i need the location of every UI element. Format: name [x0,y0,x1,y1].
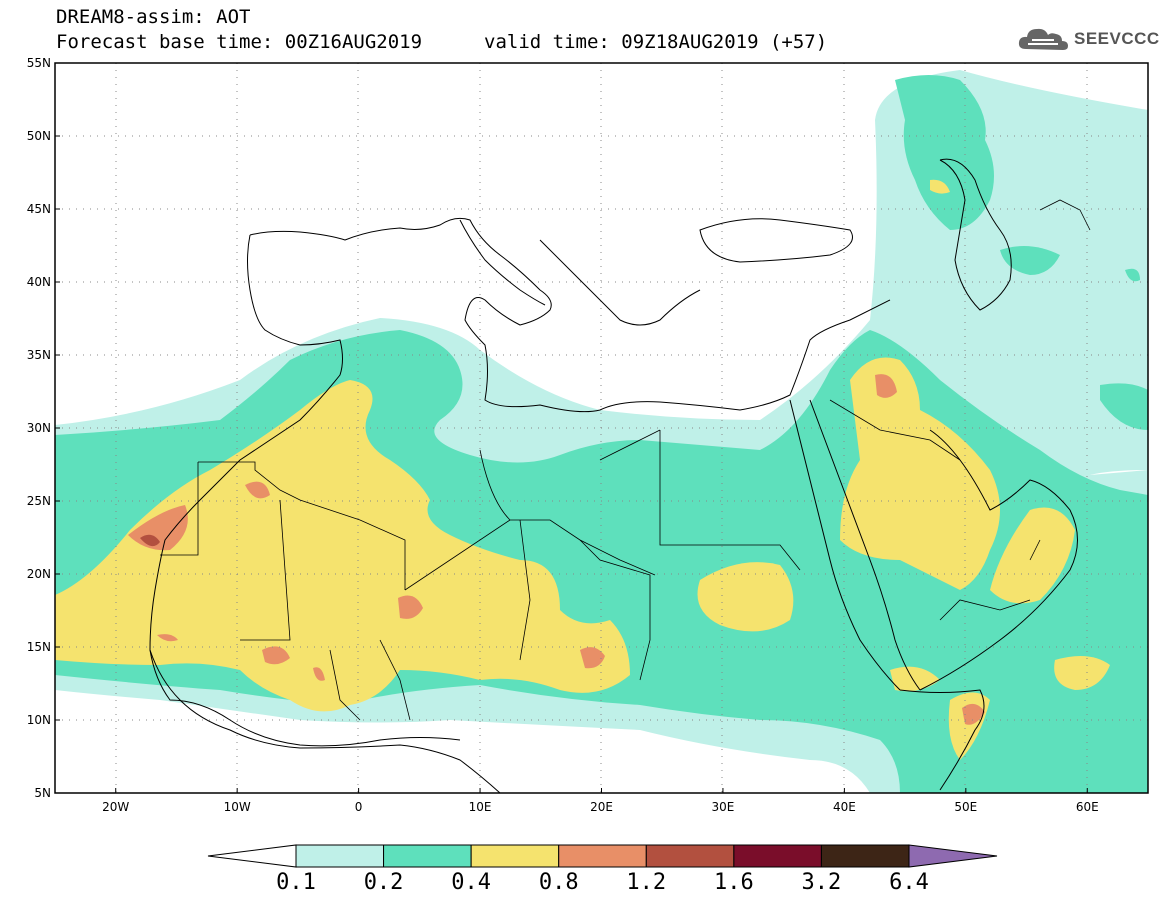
lat-ticks: 5N 10N 15N 20N 25N 30N 35N 40N 45N 50N 55N [27,56,60,800]
lon-tick-label: 10E [469,800,492,814]
colorbar-tick-label: 0.2 [363,870,404,895]
seevccc-logo: SEEVCCC [1018,24,1160,54]
lon-ticks: 20W 10W 0 10E 20E 30E 40E 50E 60E [102,788,1099,814]
colorbar-tick-label: 0.1 [276,870,316,895]
colorbar-tick-label: 0.4 [451,870,492,895]
lat-tick-label: 40N [27,275,51,289]
lat-tick-label: 10N [27,713,51,727]
lon-tick-label: 30E [712,800,735,814]
colorbar-tick-label: 1.2 [626,870,667,895]
lon-tick-label: 50E [954,800,977,814]
country-borders [160,199,1091,721]
forecast-base-time: Forecast base time: 00Z16AUG2019 [56,31,423,53]
lon-tick-label: 10W [224,800,251,814]
aot-band-0.4 [55,179,1110,760]
lon-tick-label: 60E [1076,800,1099,814]
lon-tick-label: 20W [102,800,129,814]
lat-tick-label: 55N [27,56,51,70]
lon-tick-label: 20E [590,800,613,814]
logo-text: SEEVCCC [1074,29,1160,48]
valid-time: valid time: 09Z18AUG2019 (+57) [484,31,828,53]
colorbar-tick-label: 0.8 [538,870,579,895]
lat-tick-label: 50N [27,129,51,143]
coastlines [149,158,1078,793]
lat-tick-label: 30N [27,421,51,435]
cloud-icon [1018,28,1068,50]
aot-contours [55,70,1148,793]
aot-band-1.2 [140,534,160,547]
lat-tick-label: 25N [27,494,51,508]
lon-tick-label: 0 [355,800,363,814]
lat-tick-label: 20N [27,567,51,581]
lat-tick-label: 35N [27,348,51,362]
graticule [55,63,1148,793]
colorbar-tick-label: 3.2 [801,870,842,895]
lon-tick-label: 40E [833,800,856,814]
colorbar-tick-label: 1.6 [713,870,754,895]
map-title: DREAM8-assim: AOT [56,6,251,28]
colorbar-tick-label: 6.4 [889,870,929,895]
lat-tick-label: 45N [27,202,51,216]
lat-tick-label: 15N [27,640,51,654]
lat-tick-label: 5N [34,786,51,800]
